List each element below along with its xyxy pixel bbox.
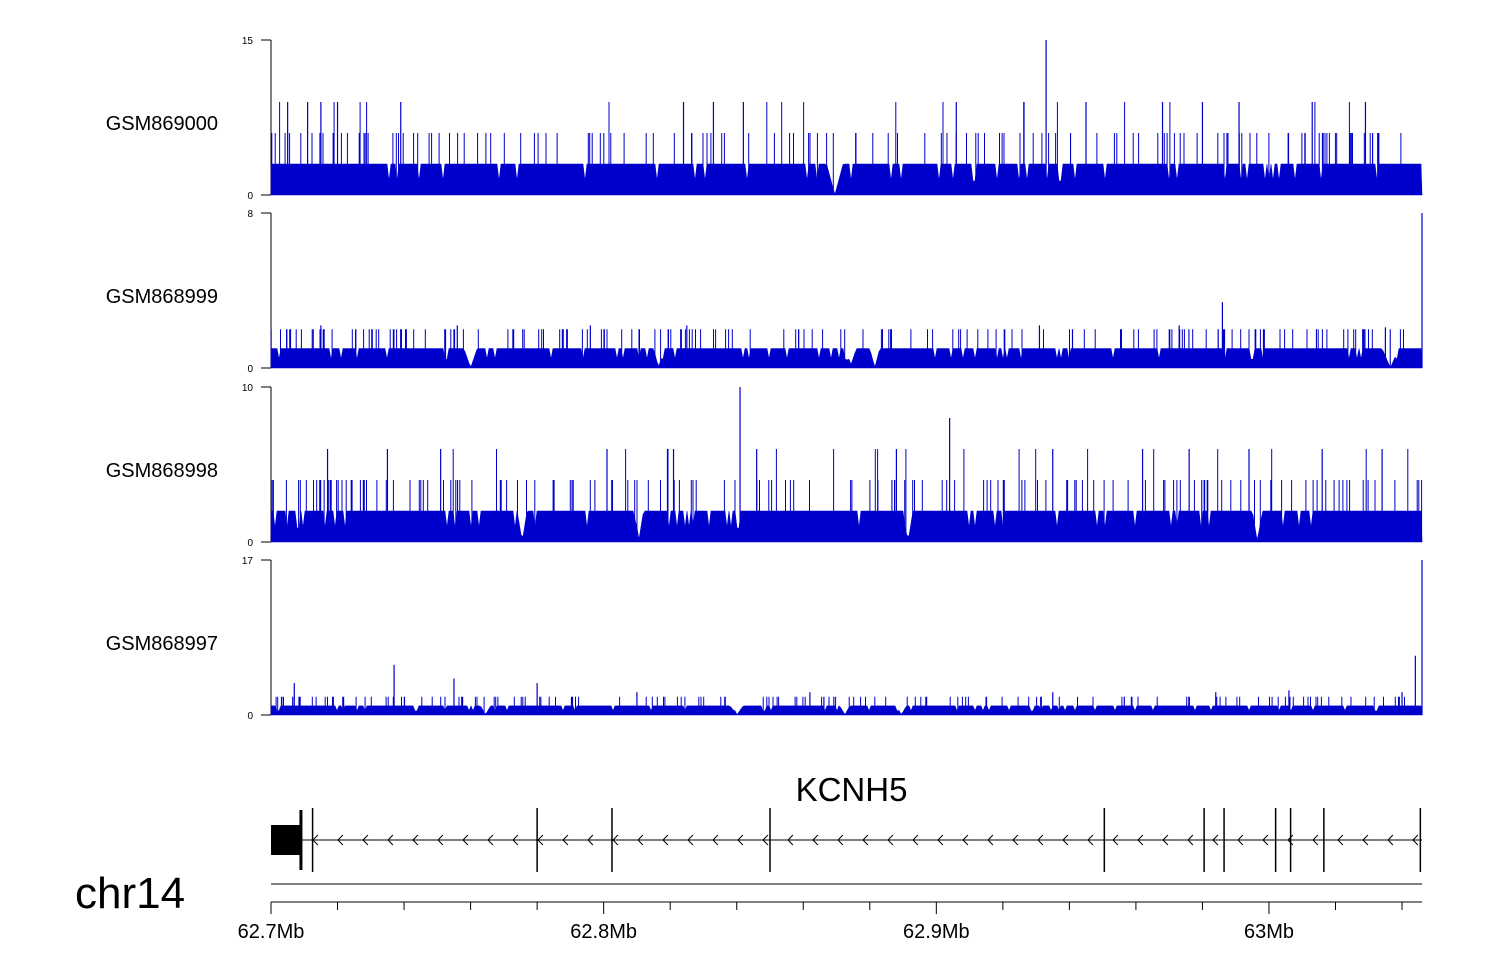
gene-model-kcnh5 [271,808,1422,872]
chromosome-label: chr14 [75,869,185,918]
coverage-spikes [270,329,1404,368]
coverage-track-gsm868999 [261,212,1423,369]
coverage-track-gsm868997 [261,559,1423,716]
axis-tick-label: 62.8Mb [570,921,637,943]
coverage-area [270,705,1423,716]
y-tick-label-min: 0 [247,538,253,549]
gene-utr-block [271,825,301,855]
y-tick-label-min: 0 [247,191,253,202]
coverage-track-gsm869000 [261,39,1423,196]
gene-name: KCNH5 [796,771,908,808]
axis-tick-label: 62.9Mb [903,921,970,943]
axis-tick-label: 63Mb [1244,921,1294,943]
y-tick-label-min: 0 [247,711,253,722]
axis-tick-label: 62.7Mb [238,921,305,943]
coverage-spikes [275,696,1405,715]
coverage-track-gsm868998 [261,386,1423,543]
y-tick-label-min: 0 [247,364,253,375]
y-tick-label-max: 8 [247,209,253,220]
track-label: GSM868998 [106,460,218,482]
coverage-area [270,163,1423,196]
y-tick-label-max: 15 [242,36,254,47]
coverage-spikes [271,449,1423,542]
track-label: GSM868999 [106,286,218,308]
coverage-spikes [271,102,1402,195]
track-label: GSM869000 [106,113,218,135]
track-label: GSM868997 [106,633,218,655]
genome-axis [270,883,1422,914]
coverage-area [270,510,1423,543]
y-tick-label-max: 17 [242,556,254,567]
y-tick-label-max: 10 [242,383,254,394]
